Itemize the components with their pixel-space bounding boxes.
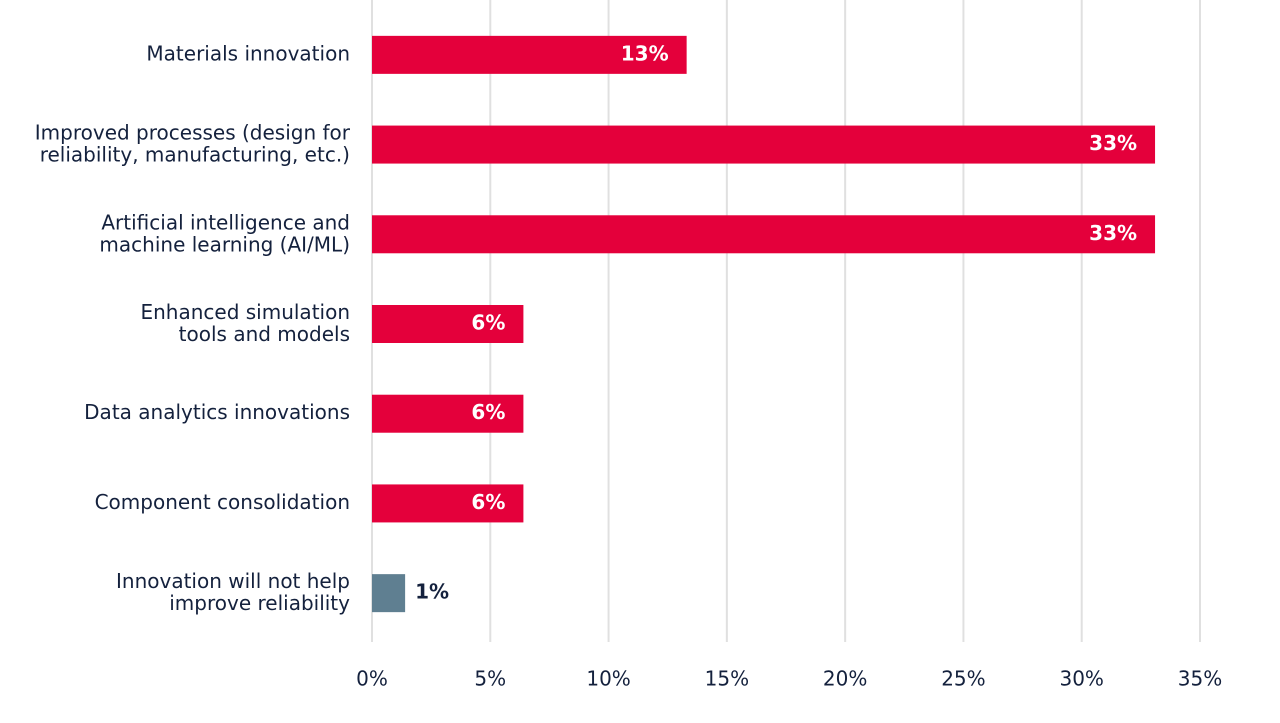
x-tick-label: 0% <box>356 667 388 691</box>
bar <box>372 125 1156 164</box>
value-label: 33% <box>1089 221 1137 245</box>
x-tick-label: 5% <box>474 667 506 691</box>
value-label: 1% <box>415 580 449 604</box>
x-tick-label: 25% <box>941 667 985 691</box>
value-label: 13% <box>621 41 669 65</box>
category-label: Improved processes (design for reliabilit… <box>35 120 351 166</box>
value-label: 6% <box>471 490 505 514</box>
bar <box>372 574 406 613</box>
x-tick-label: 20% <box>823 667 867 691</box>
bar <box>372 484 524 523</box>
value-label: 6% <box>471 311 505 335</box>
x-tick-label: 30% <box>1059 667 1103 691</box>
category-label: Materials innovation <box>146 41 350 65</box>
category-label: Innovation will not help improve reliabil… <box>116 569 350 615</box>
x-tick-label: 35% <box>1178 667 1222 691</box>
category-label: Artificial intelligence and machine learn… <box>99 210 350 256</box>
value-label: 6% <box>471 400 505 424</box>
bar <box>372 305 524 343</box>
x-tick-label: 10% <box>586 667 630 691</box>
category-label: Enhanced simulation tools and models <box>140 300 350 346</box>
category-label: Data analytics innovations <box>84 400 350 424</box>
bar <box>372 215 1156 254</box>
bar <box>372 35 687 74</box>
x-tick-label: 15% <box>705 667 749 691</box>
bar <box>372 394 524 433</box>
value-label: 33% <box>1089 131 1137 155</box>
category-label: Component consolidation <box>95 490 350 514</box>
